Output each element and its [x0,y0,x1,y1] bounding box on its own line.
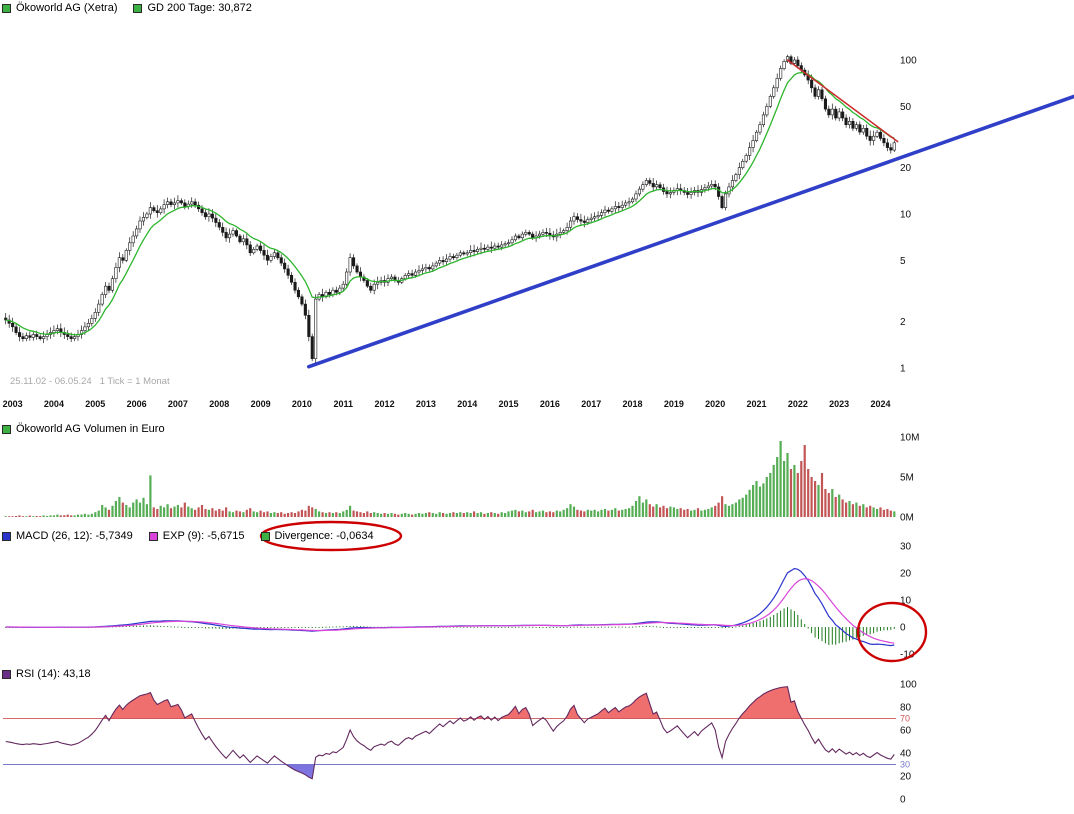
rsi-line [5,686,895,780]
svg-text:30: 30 [900,760,910,770]
series-label: Ökoworld AG (Xetra) [16,2,118,14]
svg-text:20: 20 [900,772,912,783]
svg-text:5: 5 [900,256,906,267]
macd-line [5,567,895,647]
resistance-trendline [786,59,899,143]
svg-text:2021: 2021 [747,399,767,409]
divergence-swatch-icon [260,532,270,541]
macd-tail-highlight [856,601,928,663]
svg-text:2020: 2020 [705,399,725,409]
svg-text:-10: -10 [900,650,915,661]
macd-legend-item: MACD (26, 12): -5,7349 [2,530,133,543]
rsi-label: RSI (14): 43,18 [16,668,91,680]
volume-label: Ökoworld AG Volumen in Euro [16,423,165,435]
svg-text:40: 40 [900,749,912,760]
svg-text:100: 100 [900,56,917,67]
svg-text:2007: 2007 [168,399,188,409]
svg-text:10: 10 [900,210,912,221]
svg-text:0: 0 [900,795,906,806]
rsi-legend: RSI (14): 43,18 [2,668,107,681]
exp-swatch-icon [148,532,158,541]
divergence-label: Divergence: -0,0634 [274,530,374,542]
price-series-legend-item: Ökoworld AG (Xetra) [2,2,117,15]
macd-swatch-icon [2,532,11,541]
svg-text:2010: 2010 [292,399,312,409]
svg-text:2003: 2003 [3,399,23,409]
svg-text:60: 60 [900,726,912,737]
svg-text:2005: 2005 [85,399,105,409]
svg-text:10: 10 [900,596,912,607]
svg-text:2009: 2009 [251,399,271,409]
svg-text:20: 20 [900,569,912,580]
volume-swatch-icon [2,425,11,434]
svg-text:2023: 2023 [829,399,849,409]
svg-text:2024: 2024 [870,399,890,409]
volume-legend: Ökoworld AG Volumen in Euro [2,423,181,436]
svg-text:5M: 5M [900,473,914,484]
svg-text:2004: 2004 [44,399,64,409]
rsi-overbought-fill [103,686,802,719]
exp-legend-item: EXP (9): -5,6715 [148,530,245,543]
macd-label: MACD (26, 12): -5,7349 [16,530,133,542]
rsi-legend-item: RSI (14): 43,18 [2,668,91,681]
svg-text:50: 50 [900,102,912,113]
svg-text:1: 1 [900,364,906,375]
macd-pane: 30 20 10 0 -10 [5,542,915,661]
rsi-oversold-fill [286,764,315,779]
volume-legend-item: Ökoworld AG Volumen in Euro [2,423,165,436]
svg-text:2011: 2011 [333,399,353,409]
series-swatch-icon [2,4,11,13]
gd200-swatch-icon [133,4,143,13]
svg-text:0: 0 [900,623,906,634]
svg-text:2015: 2015 [499,399,519,409]
svg-text:70: 70 [900,714,910,724]
support-trendline [306,94,1074,369]
svg-text:2018: 2018 [623,399,643,409]
svg-text:2022: 2022 [788,399,808,409]
svg-text:2014: 2014 [457,399,477,409]
exp-label: EXP (9): -5,6715 [162,530,245,542]
svg-text:10M: 10M [900,433,919,444]
svg-text:2019: 2019 [664,399,684,409]
svg-text:30: 30 [900,542,912,553]
svg-text:2016: 2016 [540,399,560,409]
rsi-swatch-icon [2,670,11,679]
macd-legend: MACD (26, 12): -5,7349 EXP (9): -5,6715 … [2,530,390,543]
exp-line [5,578,895,644]
svg-text:2017: 2017 [581,399,601,409]
volume-pane: 10M 5M 0M [4,433,919,524]
price-legend: Ökoworld AG (Xetra) GD 200 Tage: 30,872 [2,2,268,15]
divergence-legend-item: Divergence: -0,0634 [260,530,374,543]
svg-text:2013: 2013 [416,399,436,409]
gd200-legend-item: GD 200 Tage: 30,872 [133,2,252,15]
gd200-line [5,71,895,336]
svg-text:0M: 0M [900,513,914,524]
svg-text:2012: 2012 [375,399,395,409]
gd200-label: GD 200 Tage: 30,872 [147,2,252,14]
svg-text:100: 100 [900,680,917,691]
svg-text:20: 20 [900,163,912,174]
svg-text:2006: 2006 [127,399,147,409]
svg-text:2: 2 [900,317,906,328]
rsi-pane: 100 80 60 40 20 0 70 30 [3,680,917,806]
period-label: 25.11.02 - 06.05.24 1 Tick = 1 Monat [10,376,170,387]
svg-text:2008: 2008 [209,399,229,409]
svg-text:80: 80 [900,703,912,714]
